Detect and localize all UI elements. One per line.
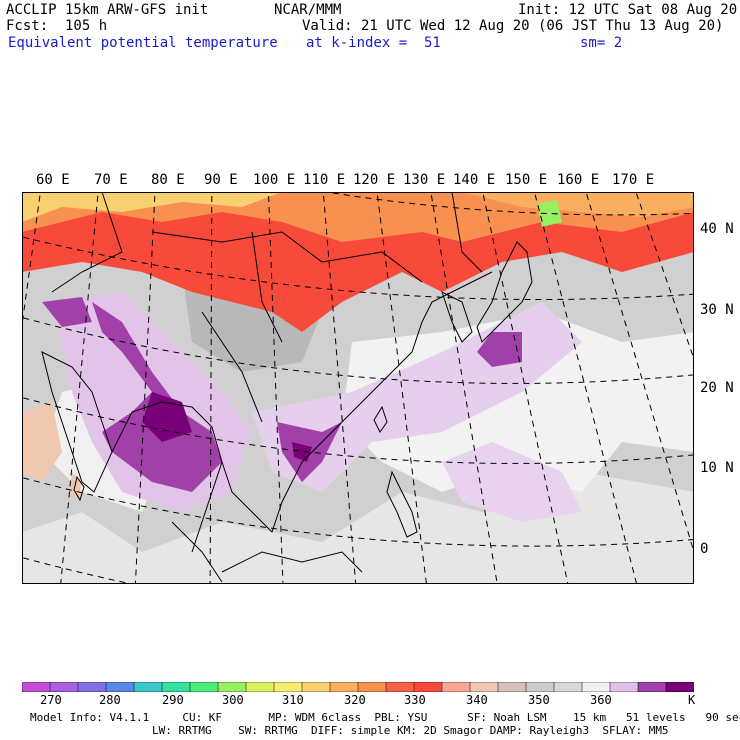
lon-label: 150 E — [505, 172, 548, 188]
colorbar-swatch — [525, 682, 555, 692]
field-orange-patch — [22, 402, 62, 482]
colorbar-tick-label: 300 — [222, 693, 244, 707]
colorbar-swatch — [105, 682, 135, 692]
lon-label: 60 E — [36, 172, 70, 188]
colorbar-swatch — [553, 682, 583, 692]
longitude-lines — [22, 192, 694, 584]
field-warm-band — [22, 192, 282, 222]
coastlines — [41, 192, 533, 583]
colorbar-tick-label: 270 — [40, 693, 62, 707]
level-index: at k-index = 51 — [306, 35, 441, 51]
colorbar-swatch — [22, 682, 51, 692]
colorbar-tick-label: 290 — [162, 693, 184, 707]
colorbar-tick-label: 310 — [282, 693, 304, 707]
colorbar-swatch — [441, 682, 471, 692]
field-purple-core — [477, 332, 522, 367]
colorbar-swatch — [637, 682, 667, 692]
lon-label: 110 E — [303, 172, 346, 188]
lat-label: 30 N — [700, 302, 734, 318]
colorbar-tick-label: 360 — [590, 693, 612, 707]
field-green-patch — [537, 200, 562, 227]
colorbar-swatch — [189, 682, 219, 692]
field-purple-core — [42, 297, 92, 327]
colorbar-swatch — [609, 682, 639, 692]
colorbar-swatch — [497, 682, 527, 692]
valid-time: Valid: 21 UTC Wed 12 Aug 20 (06 JST Thu … — [302, 18, 724, 34]
lat-label: 0 — [700, 541, 709, 557]
field-name: Equivalent potential temperature — [8, 35, 278, 51]
center-label: NCAR/MMM — [274, 2, 342, 18]
colorbar-tick-label: 340 — [466, 693, 488, 707]
field-lavender-region — [442, 442, 582, 522]
field-white-region — [342, 312, 694, 492]
lat-label: 10 N — [700, 460, 734, 476]
lon-label: 100 E — [253, 172, 296, 188]
latitude-lines — [22, 192, 694, 584]
colorbar-tick-label: 280 — [99, 693, 121, 707]
colorbar-unit: K — [688, 693, 696, 707]
lat-label: 40 N — [700, 221, 734, 237]
theta-e-map — [22, 192, 694, 584]
model-info-line1: Model Info: V4.1.1 CU: KF MP: WDM 6class… — [30, 711, 740, 724]
colorbar — [22, 682, 694, 692]
smoothing-label: sm= 2 — [580, 35, 623, 51]
colorbar-swatch — [357, 682, 387, 692]
colorbar-tick-label: 320 — [344, 693, 366, 707]
lon-label: 160 E — [557, 172, 600, 188]
init-time: Init: 12 UTC Sat 08 Aug 20 — [518, 2, 738, 18]
model-title: ACCLIP 15km ARW-GFS init — [6, 2, 209, 18]
lon-label: 90 E — [204, 172, 238, 188]
colorbar-swatch — [77, 682, 107, 692]
colorbar-swatch — [581, 682, 611, 692]
lon-label: 130 E — [403, 172, 446, 188]
colorbar-swatch — [385, 682, 415, 692]
colorbar-swatch — [329, 682, 359, 692]
field-warm-band — [22, 192, 694, 332]
model-info-line2: LW: RRTMG SW: RRTMG DIFF: simple KM: 2D … — [152, 724, 669, 737]
lon-label: 70 E — [94, 172, 128, 188]
colorbar-swatch — [161, 682, 191, 692]
colorbar-swatch — [245, 682, 275, 692]
forecast-hour: Fcst: 105 h — [6, 18, 108, 34]
colorbar-swatch — [301, 682, 331, 692]
lon-label: 80 E — [151, 172, 185, 188]
colorbar-swatch — [49, 682, 79, 692]
colorbar-swatch — [273, 682, 303, 692]
field-warm-band — [462, 192, 694, 217]
lon-label: 170 E — [612, 172, 655, 188]
colorbar-swatch — [413, 682, 443, 692]
colorbar-tick-label: 350 — [528, 693, 550, 707]
colorbar-swatch — [133, 682, 163, 692]
lat-label: 20 N — [700, 380, 734, 396]
colorbar-swatch — [469, 682, 499, 692]
colorbar-swatch — [217, 682, 247, 692]
lon-label: 120 E — [353, 172, 396, 188]
colorbar-swatch — [665, 682, 694, 692]
colorbar-tick-label: 330 — [404, 693, 426, 707]
lon-label: 140 E — [453, 172, 496, 188]
